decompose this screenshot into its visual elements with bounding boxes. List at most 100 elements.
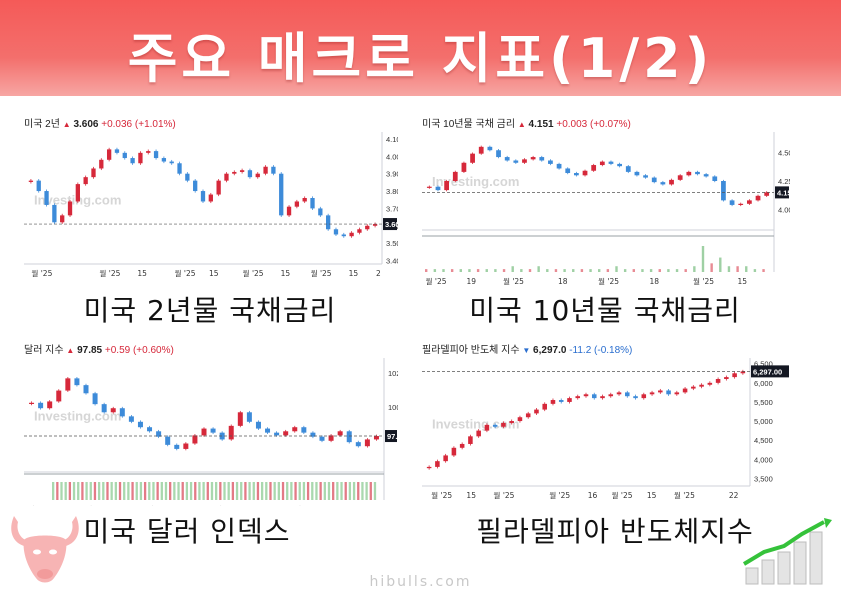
volume-bar	[528, 269, 532, 272]
candle	[513, 160, 519, 163]
volume-bar	[753, 269, 757, 272]
volume-bar	[494, 269, 497, 272]
candle	[246, 412, 252, 422]
candle	[271, 166, 276, 174]
candle	[649, 392, 655, 395]
candle	[210, 428, 216, 433]
candle	[539, 157, 545, 161]
candle	[36, 180, 41, 192]
price-badge: 4.1510	[777, 188, 790, 197]
volume-bar	[173, 482, 176, 500]
instrument-name: 필라델피아 반도체 지수	[422, 345, 520, 356]
candle	[674, 392, 680, 395]
candle	[328, 435, 334, 441]
candle	[509, 421, 514, 423]
volume-bar	[315, 482, 318, 500]
volume-bar	[319, 482, 322, 500]
x-tick-label: 월 '25	[693, 276, 714, 286]
volume-bar	[215, 482, 218, 500]
chart-watermark: Investing.com	[34, 409, 121, 424]
volume-bar	[476, 269, 480, 272]
price-badge-bg	[775, 186, 789, 199]
y-tick-label: 6,500	[754, 360, 773, 369]
candle	[496, 150, 501, 158]
candle	[746, 200, 752, 204]
volume-bar	[277, 482, 280, 500]
volume-bar	[537, 266, 540, 272]
candle	[617, 163, 623, 167]
volume-bar	[762, 269, 765, 272]
x-tick-label: 15	[738, 277, 748, 286]
price-badge-bg	[385, 430, 397, 443]
candle	[147, 427, 153, 432]
candle	[138, 152, 143, 164]
volume-bar	[632, 269, 635, 272]
candle	[185, 173, 190, 181]
volume-bar	[256, 482, 260, 500]
candle	[373, 436, 379, 440]
volume-bar	[235, 482, 239, 500]
volume-bar	[252, 482, 255, 500]
y-tick-label: 4.2500	[778, 177, 790, 186]
candle	[365, 225, 370, 230]
y-tick-label: 5,000	[754, 417, 773, 426]
volume-bar	[727, 266, 731, 272]
candle	[279, 173, 284, 216]
candle	[677, 175, 683, 180]
candle	[567, 398, 572, 402]
candle	[721, 181, 726, 201]
candle	[755, 195, 761, 201]
x-tick-label: 월 '25	[494, 490, 515, 500]
volume-bar	[89, 482, 92, 500]
candle	[372, 224, 378, 226]
y-tick-label: 4.0000	[778, 205, 790, 214]
candle	[44, 191, 49, 205]
volume-bar	[185, 482, 189, 500]
x-tick-label: 월 '25	[311, 268, 332, 278]
candle	[310, 198, 315, 209]
candle	[492, 424, 498, 427]
up-arrow-icon: ▲	[517, 120, 526, 129]
footer-site: hibulls.com	[369, 574, 472, 590]
x-tick-label: 15	[120, 505, 130, 506]
volume-bar	[231, 482, 235, 500]
volume-bar	[298, 482, 301, 500]
volume-bar	[72, 482, 76, 500]
x-tick-label: 월 '25	[674, 490, 695, 500]
candle	[634, 171, 640, 176]
price-change: +0.003 (+0.07%)	[556, 119, 631, 130]
candle	[426, 466, 432, 469]
candle	[729, 200, 735, 205]
volume-bar	[606, 269, 610, 272]
x-tick-label: 15	[137, 269, 147, 278]
candle	[224, 173, 229, 181]
chart-header: 미국 2년 ▲ 3.606 +0.036 (+1.01%)	[24, 115, 176, 130]
volume-bar	[60, 482, 63, 500]
volume-bar	[615, 266, 618, 272]
candle	[582, 170, 588, 176]
candle	[174, 444, 180, 449]
volume-bar	[373, 482, 377, 500]
volume-bar	[684, 269, 687, 272]
x-tick-label: 15	[62, 505, 72, 506]
volume-bar	[290, 482, 293, 500]
chart-caption: 미국 달러 인덱스	[83, 515, 291, 548]
price-change: -11.2 (-0.18%)	[569, 345, 633, 356]
volume-bar	[169, 482, 172, 500]
y-tick-label: 4,500	[754, 436, 773, 445]
candle	[724, 377, 729, 380]
volume-bar	[365, 482, 368, 500]
x-tick-label: 월 '25	[99, 268, 120, 278]
candle	[501, 422, 506, 427]
volume-bar	[135, 482, 138, 500]
candle	[92, 393, 98, 405]
candle	[101, 404, 107, 413]
candle	[452, 171, 458, 181]
volume-bar	[164, 482, 168, 500]
chart-header: 미국 10년물 국채 금리 ▲ 4.151 +0.003 (+0.07%)	[422, 115, 631, 130]
last-price: 4.151	[528, 119, 554, 130]
x-tick-label: 월 '25	[28, 504, 49, 506]
up-arrow-icon: ▲	[62, 120, 71, 129]
candle	[349, 232, 354, 237]
candle	[651, 177, 657, 183]
